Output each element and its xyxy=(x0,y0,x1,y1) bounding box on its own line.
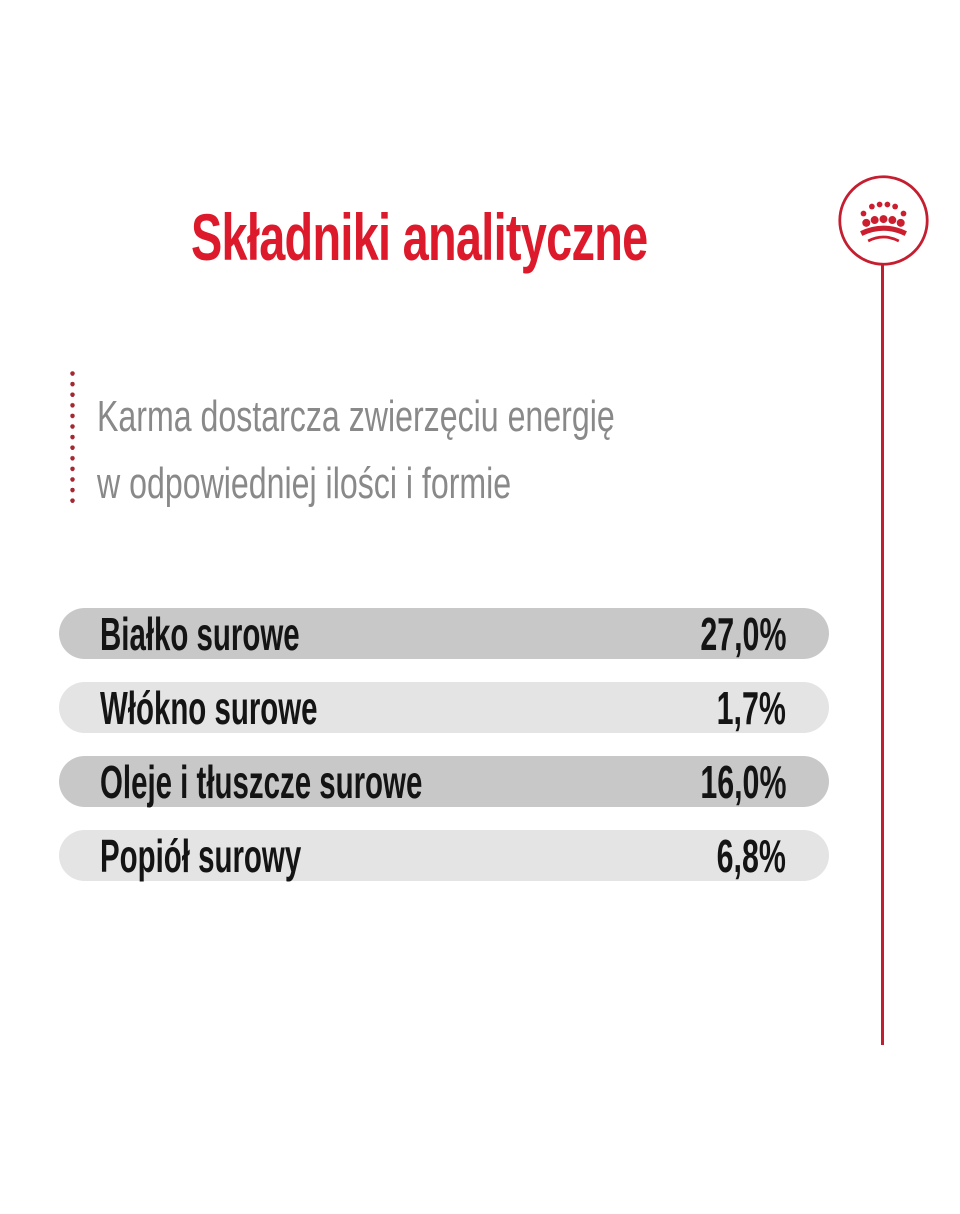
crown-dots xyxy=(860,201,907,227)
crown-logo-icon xyxy=(838,175,929,266)
dotted-accent-line xyxy=(70,371,75,505)
table-row: Białko surowe 27,0% xyxy=(59,608,829,659)
row-label: Białko surowe xyxy=(100,607,300,660)
row-label: Oleje i tłuszcze surowe xyxy=(100,755,423,808)
row-label: Włókno surowe xyxy=(100,681,318,734)
table-row: Popiół surowy 6,8% xyxy=(59,830,829,881)
crown-base-arc xyxy=(860,225,907,236)
row-label: Popiół surowy xyxy=(100,829,302,882)
table-row: Włókno surowe 1,7% xyxy=(59,682,829,733)
row-value: 1,7% xyxy=(716,681,786,734)
table-row: Oleje i tłuszcze surowe 16,0% xyxy=(59,756,829,807)
row-value: 6,8% xyxy=(716,829,786,882)
row-value: 16,0% xyxy=(699,755,786,808)
subtitle-line-1: Karma dostarcza zwierzęciu energię xyxy=(97,392,615,441)
crown-base-arc-thin xyxy=(867,235,900,243)
analytical-constituents-table: Białko surowe 27,0% Włókno surowe 1,7% O… xyxy=(59,608,829,904)
subtitle: Karma dostarcza zwierzęciu energię w odp… xyxy=(97,383,615,517)
page-title: Składniki analityczne xyxy=(191,200,648,274)
row-value: 27,0% xyxy=(699,607,786,660)
vertical-accent-line xyxy=(881,264,884,1045)
subtitle-line-2: w odpowiedniej ilości i formie xyxy=(97,459,512,508)
